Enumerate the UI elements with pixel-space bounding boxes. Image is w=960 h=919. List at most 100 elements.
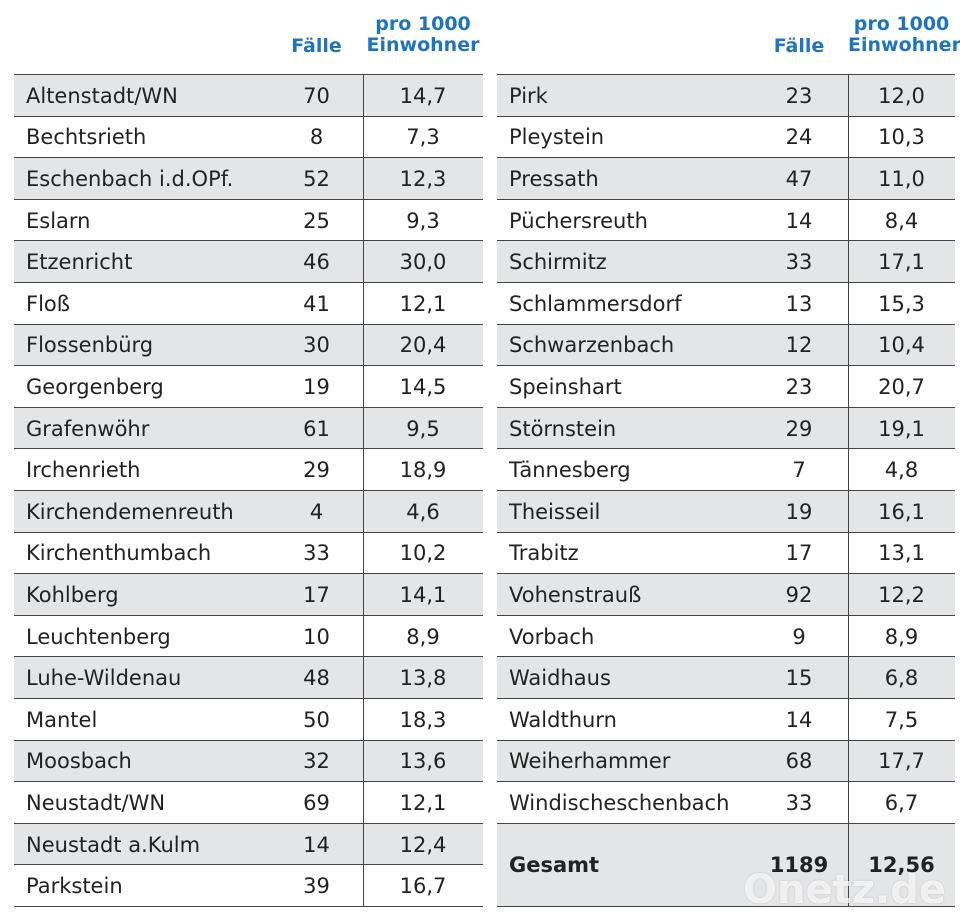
table-row xyxy=(14,823,483,866)
table-row xyxy=(14,158,483,200)
table-row xyxy=(497,657,955,699)
cases: 52 xyxy=(303,166,330,191)
place-name: Speinshart xyxy=(509,374,622,399)
place-name: Moosbach xyxy=(26,749,132,774)
table-row xyxy=(14,75,483,117)
column-rule xyxy=(363,823,364,866)
cases: 33 xyxy=(785,790,813,815)
table-row xyxy=(497,75,955,117)
cases: 14 xyxy=(303,832,330,857)
place-name: Waidhaus xyxy=(509,666,611,691)
column-rule xyxy=(848,491,849,533)
cases: 1189 xyxy=(769,853,829,878)
column-rule xyxy=(848,782,849,824)
cases: 17 xyxy=(785,541,813,566)
cases: 15 xyxy=(785,666,813,691)
place-name: Tännesberg xyxy=(509,458,631,483)
table-row xyxy=(497,199,955,242)
table-row xyxy=(14,241,483,283)
rate: 12,3 xyxy=(399,166,447,191)
place-name: Gesamt xyxy=(509,853,600,878)
column-rule xyxy=(848,574,849,616)
rate: 7,5 xyxy=(884,707,919,732)
cases: 23 xyxy=(785,83,813,108)
table-row xyxy=(14,657,483,699)
table-row xyxy=(14,491,483,533)
cases: 69 xyxy=(303,790,330,815)
table-row xyxy=(497,449,955,491)
cases: 8 xyxy=(309,125,324,150)
column-rule xyxy=(363,740,364,783)
column-rule xyxy=(363,158,364,200)
cases: 25 xyxy=(303,208,330,233)
column-rule xyxy=(848,449,849,491)
table-row xyxy=(497,532,955,575)
cases: 92 xyxy=(785,582,813,607)
table-row xyxy=(14,615,483,658)
place-name: Neustadt/WN xyxy=(26,790,166,815)
cases: 48 xyxy=(303,666,330,691)
rate: 4,6 xyxy=(406,499,440,524)
column-rule xyxy=(848,324,849,367)
column-rule xyxy=(848,75,849,117)
cases: 61 xyxy=(303,416,330,441)
rate: 13,6 xyxy=(399,749,447,774)
rate: 8,4 xyxy=(884,208,919,233)
column-rule xyxy=(363,407,364,450)
table-row xyxy=(14,740,483,783)
column-rule xyxy=(848,366,849,408)
table-row xyxy=(497,407,955,450)
cases: 19 xyxy=(303,374,330,399)
place-name: Floß xyxy=(26,291,70,316)
table-row xyxy=(14,865,483,907)
rate: 12,0 xyxy=(878,83,925,108)
cases: 33 xyxy=(785,250,813,275)
place-name: Störnstein xyxy=(509,416,617,441)
place-name: Leuchtenberg xyxy=(26,624,171,649)
place-name: Kohlberg xyxy=(26,582,119,607)
header-cases: Fälle xyxy=(773,35,825,57)
place-name: Eslarn xyxy=(26,208,91,233)
table-row xyxy=(497,158,955,200)
cases: 68 xyxy=(785,749,813,774)
table-row xyxy=(497,491,955,533)
table-row xyxy=(497,699,955,741)
place-name: Schwarzenbach xyxy=(509,333,675,358)
cases: 29 xyxy=(303,458,330,483)
column-rule xyxy=(363,657,364,699)
place-name: Eschenbach i.d.OPf. xyxy=(26,166,234,191)
rate: 20,7 xyxy=(878,374,925,399)
rate: 18,9 xyxy=(399,458,447,483)
rate: 12,4 xyxy=(399,832,447,857)
place-name: Vorbach xyxy=(509,624,595,649)
cases: 39 xyxy=(303,874,330,899)
table-row xyxy=(497,366,955,408)
table-row xyxy=(497,574,955,616)
rate: 17,1 xyxy=(878,250,925,275)
cases: 29 xyxy=(785,416,813,441)
rate: 16,1 xyxy=(878,499,925,524)
table-row xyxy=(497,823,955,907)
rate: 12,1 xyxy=(399,291,447,316)
column-rule xyxy=(848,241,849,283)
column-rule xyxy=(363,116,364,159)
rate: 14,7 xyxy=(399,83,447,108)
place-name: Etzenricht xyxy=(26,250,133,275)
rate: 13,8 xyxy=(399,666,447,691)
column-rule xyxy=(363,615,364,658)
column-rule xyxy=(363,574,364,616)
rate: 11,0 xyxy=(878,166,925,191)
place-name: Trabitz xyxy=(509,541,579,566)
place-name: Püchersreuth xyxy=(509,208,648,233)
place-name: Georgenberg xyxy=(26,374,164,399)
cases: 33 xyxy=(303,541,330,566)
cases: 41 xyxy=(303,291,330,316)
place-name: Grafenwöhr xyxy=(26,416,150,441)
place-name: Luhe-Wildenau xyxy=(26,666,182,691)
rate: 20,4 xyxy=(399,333,447,358)
column-rule xyxy=(363,283,364,325)
rate: 17,7 xyxy=(878,749,925,774)
table-row xyxy=(14,449,483,491)
column-rule xyxy=(363,449,364,491)
rate: 8,9 xyxy=(884,624,919,649)
